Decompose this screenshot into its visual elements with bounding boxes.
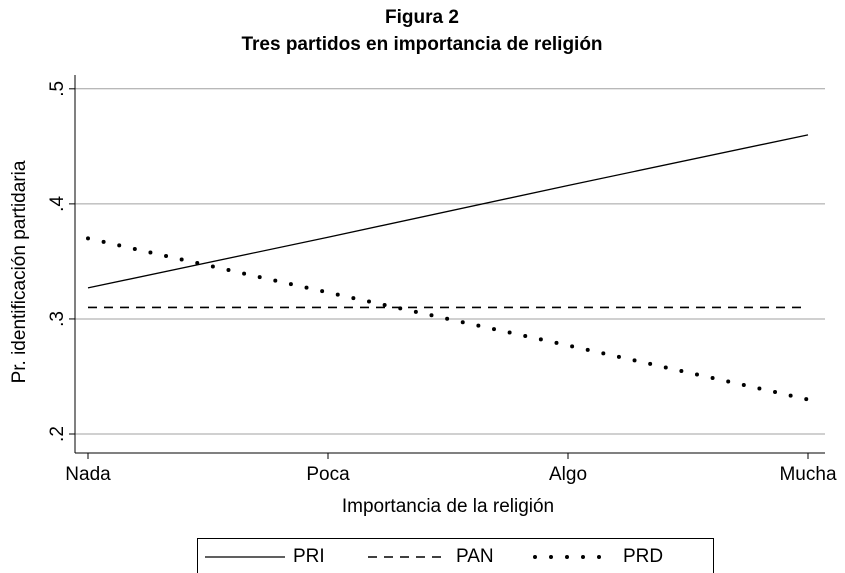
- series-line: [87, 134, 809, 289]
- y-tick-label: .3: [47, 311, 68, 327]
- legend-label: PRD: [623, 546, 663, 567]
- series-line: [86, 236, 810, 402]
- chart-title: Figura 2: [385, 7, 459, 28]
- x-tick-label: Poca: [306, 464, 350, 485]
- legend-box: [197, 538, 714, 573]
- y-tick-label: .2: [47, 426, 68, 442]
- y-axis-title: Pr. identificación partidaria: [9, 160, 30, 383]
- chart-subtitle: Tres partidos en importancia de religión: [241, 34, 602, 55]
- x-tick-label: Algo: [549, 464, 587, 485]
- legend-label: PRI: [293, 546, 325, 567]
- legend-label: PAN: [456, 546, 494, 567]
- x-axis-title: Importancia de la religión: [342, 496, 554, 517]
- x-tick-label: Nada: [65, 464, 111, 485]
- y-tick-label: .5: [47, 81, 68, 97]
- x-tick-label: Mucha: [779, 464, 836, 485]
- y-tick-label: .4: [47, 196, 68, 212]
